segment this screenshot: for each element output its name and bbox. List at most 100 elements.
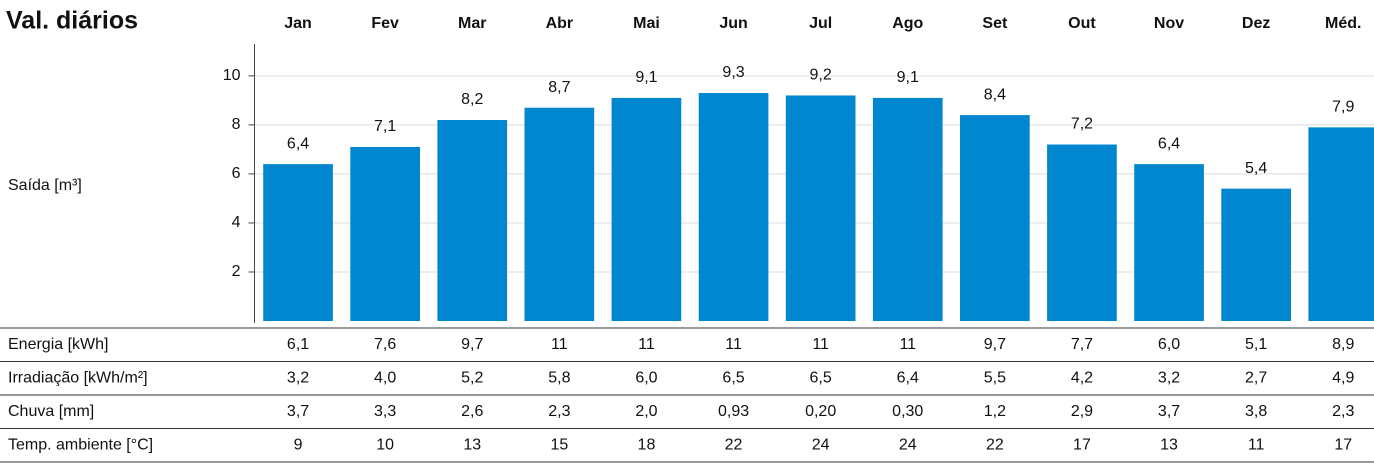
bar bbox=[960, 115, 1030, 321]
cell: 8,9 bbox=[1332, 336, 1354, 353]
y-tick-label: 2 bbox=[232, 263, 241, 280]
cell: 24 bbox=[812, 436, 830, 453]
cell: 3,7 bbox=[287, 403, 309, 420]
cell: 22 bbox=[986, 436, 1004, 453]
cell: 3,2 bbox=[287, 369, 309, 386]
cell: 6,0 bbox=[635, 369, 657, 386]
value-label: 9,2 bbox=[810, 67, 832, 84]
cell: 13 bbox=[1160, 436, 1178, 453]
cell: 5,8 bbox=[548, 369, 570, 386]
bar bbox=[437, 119, 508, 321]
value-label: 6,4 bbox=[287, 135, 309, 152]
cell: 5,2 bbox=[461, 369, 483, 386]
y-tick-label: 6 bbox=[232, 165, 241, 182]
value-label: 7,2 bbox=[1071, 116, 1093, 133]
value-label: 6,4 bbox=[1158, 135, 1180, 152]
value-label: 7,1 bbox=[374, 118, 396, 135]
bar bbox=[350, 146, 420, 321]
cell: 2,6 bbox=[461, 403, 483, 420]
cell: 0,93 bbox=[718, 403, 749, 420]
value-label: 8,7 bbox=[548, 79, 570, 96]
bar bbox=[1221, 188, 1291, 321]
cell: 18 bbox=[638, 436, 656, 453]
cell: 3,8 bbox=[1245, 403, 1267, 420]
row-label: Energia [kWh] bbox=[8, 336, 108, 353]
cell: 11 bbox=[551, 336, 568, 353]
cell: 6,0 bbox=[1158, 336, 1180, 353]
column-header: Ago bbox=[892, 15, 923, 32]
cell: 6,1 bbox=[287, 336, 309, 353]
cell: 11 bbox=[899, 336, 916, 353]
cell: 17 bbox=[1073, 436, 1091, 453]
cell: 6,5 bbox=[810, 369, 832, 386]
column-header: Set bbox=[982, 15, 1008, 32]
cell: 9,7 bbox=[984, 336, 1006, 353]
cell: 4,0 bbox=[374, 369, 396, 386]
cell: 5,1 bbox=[1245, 336, 1267, 353]
value-label: 9,1 bbox=[635, 69, 657, 86]
bar bbox=[872, 97, 943, 322]
column-header: Out bbox=[1068, 15, 1096, 32]
cell: 4,2 bbox=[1071, 369, 1093, 386]
cell: 2,0 bbox=[635, 403, 657, 420]
bar bbox=[1134, 164, 1204, 321]
bar bbox=[263, 164, 333, 321]
bar bbox=[1308, 127, 1374, 322]
cell: 7,6 bbox=[374, 336, 396, 353]
cell: 0,20 bbox=[805, 403, 836, 420]
column-header: Abr bbox=[546, 15, 574, 32]
cell: 17 bbox=[1334, 436, 1352, 453]
cell: 9,7 bbox=[461, 336, 483, 353]
value-label: 8,2 bbox=[461, 91, 483, 108]
cell: 6,5 bbox=[722, 369, 744, 386]
cell: 3,3 bbox=[374, 403, 396, 420]
row-label: Irradiação [kWh/m²] bbox=[8, 369, 148, 386]
y-axis-label: Saída [m³] bbox=[8, 177, 82, 194]
bar bbox=[1047, 144, 1117, 321]
chart-title: Val. diários bbox=[6, 7, 138, 35]
cell: 13 bbox=[463, 436, 481, 453]
cell: 15 bbox=[550, 436, 568, 453]
cell: 7,7 bbox=[1071, 336, 1093, 353]
cell: 22 bbox=[725, 436, 743, 453]
y-tick-label: 4 bbox=[232, 214, 241, 231]
cell: 2,9 bbox=[1071, 403, 1093, 420]
bar bbox=[524, 107, 595, 321]
row-label: Chuva [mm] bbox=[8, 403, 94, 420]
y-tick-label: 8 bbox=[232, 116, 241, 133]
column-header: Dez bbox=[1242, 15, 1270, 32]
cell: 4,9 bbox=[1332, 369, 1354, 386]
cell: 11 bbox=[1248, 436, 1265, 453]
column-header: Jul bbox=[809, 15, 832, 32]
bar bbox=[611, 97, 682, 322]
bar bbox=[698, 93, 769, 321]
cell: 3,2 bbox=[1158, 369, 1180, 386]
cell: 10 bbox=[376, 436, 394, 453]
value-label: 7,9 bbox=[1332, 99, 1354, 116]
value-label: 9,1 bbox=[897, 69, 919, 86]
cell: 0,30 bbox=[892, 403, 923, 420]
cell: 1,2 bbox=[984, 403, 1006, 420]
column-header: Nov bbox=[1154, 15, 1184, 32]
cell: 9 bbox=[294, 436, 303, 453]
cell: 2,7 bbox=[1245, 369, 1267, 386]
value-label: 8,4 bbox=[984, 86, 1006, 103]
bar bbox=[785, 95, 856, 321]
cell: 11 bbox=[638, 336, 655, 353]
column-header: Jun bbox=[719, 15, 747, 32]
column-header: Méd. bbox=[1325, 15, 1361, 32]
row-label: Temp. ambiente [°C] bbox=[8, 436, 153, 453]
cell: 24 bbox=[899, 436, 917, 453]
cell: 3,7 bbox=[1158, 403, 1180, 420]
value-label: 5,4 bbox=[1245, 160, 1267, 177]
column-header: Jan bbox=[284, 15, 312, 32]
cell: 11 bbox=[812, 336, 829, 353]
column-header: Mai bbox=[633, 15, 660, 32]
column-header: Fev bbox=[371, 15, 399, 32]
cell: 2,3 bbox=[548, 403, 570, 420]
cell: 6,4 bbox=[897, 369, 919, 386]
y-tick-label: 10 bbox=[223, 67, 241, 84]
column-header: Mar bbox=[458, 15, 486, 32]
cell: 11 bbox=[725, 336, 742, 353]
